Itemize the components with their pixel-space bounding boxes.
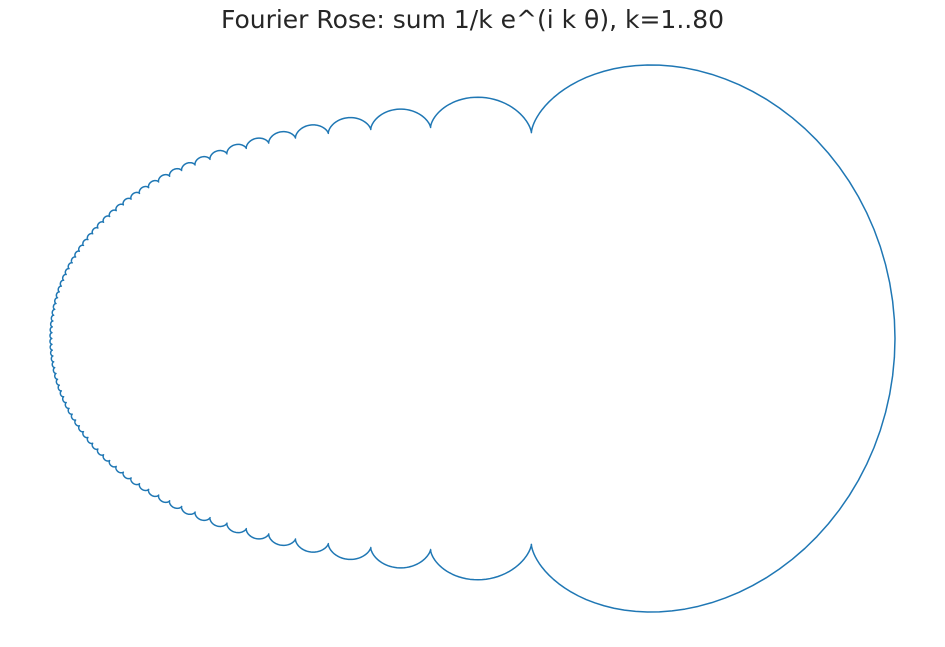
series-line-fourier-rose: [49, 64, 896, 613]
chart-title: Fourier Rose: sum 1/k e^(i k θ), k=1..80: [220, 5, 725, 34]
series-layer: [49, 64, 896, 613]
